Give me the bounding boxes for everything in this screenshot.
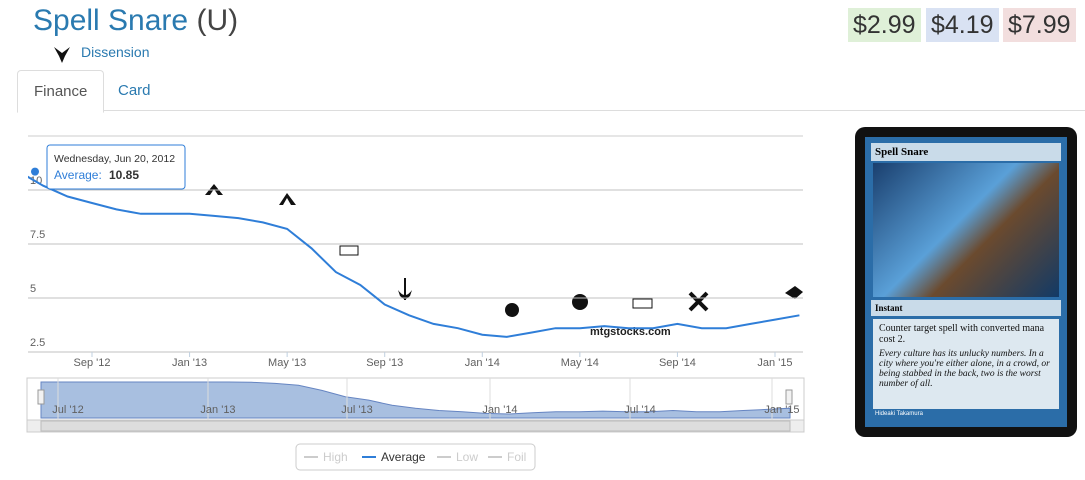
price: $2.99 bbox=[848, 8, 921, 42]
y-tick-label: 5 bbox=[30, 283, 36, 295]
legend-box bbox=[295, 443, 536, 471]
x-tick-label: Jan '15 bbox=[757, 357, 792, 369]
price: $7.99 bbox=[1003, 8, 1076, 42]
card-rules: Counter target spell with converted mana… bbox=[879, 323, 1045, 345]
tooltip: Wednesday, Jun 20, 2012 Average: 10.85 bbox=[46, 144, 186, 190]
legend-item[interactable]: High bbox=[323, 450, 348, 464]
navigator-label: Jul '14 bbox=[624, 404, 655, 416]
tab[interactable]: Card bbox=[118, 82, 151, 99]
navigator-label: Jan '15 bbox=[764, 404, 799, 416]
legend-item[interactable]: Foil bbox=[507, 450, 526, 464]
navigator-label: Jan '13 bbox=[200, 404, 235, 416]
tooltip-value: 10.85 bbox=[109, 168, 139, 182]
tab-rule bbox=[17, 110, 1085, 111]
tab-active[interactable]: Finance bbox=[17, 70, 105, 113]
y-tick-label: 7.5 bbox=[30, 229, 45, 241]
navigator-area bbox=[40, 381, 791, 419]
card-title[interactable]: Spell Snare bbox=[33, 4, 189, 37]
title-row: Spell Snare (U) bbox=[33, 4, 238, 38]
tooltip-box bbox=[46, 144, 186, 190]
x-tick-label: Sep '14 bbox=[659, 357, 696, 369]
x-tick-label: Jan '14 bbox=[465, 357, 500, 369]
card-name: Spell Snare bbox=[871, 143, 1061, 161]
navigator-label: Jul '12 bbox=[52, 404, 83, 416]
x-tick-label: May '14 bbox=[561, 357, 599, 369]
x-tick-label: Sep '12 bbox=[74, 357, 111, 369]
rarity: (U) bbox=[196, 4, 239, 37]
legend-item[interactable]: Low bbox=[456, 450, 478, 464]
set-link[interactable]: Dissension bbox=[81, 44, 150, 60]
card-textbox: Counter target spell with converted mana… bbox=[873, 319, 1059, 409]
y-tick-label: 2.5 bbox=[30, 337, 45, 349]
card-image: Spell Snare Instant Counter target spell… bbox=[855, 127, 1077, 437]
navigator-handle[interactable] bbox=[37, 389, 45, 405]
card-frame: Spell Snare Instant Counter target spell… bbox=[865, 137, 1067, 427]
price-line bbox=[28, 175, 800, 338]
card-type: Instant bbox=[871, 300, 1061, 316]
navigator-handle[interactable] bbox=[785, 389, 793, 405]
x-tick-label: May '13 bbox=[268, 357, 306, 369]
card-flavor: Every culture has its unlucky numbers. I… bbox=[879, 349, 1050, 389]
card-artist: Hideaki Takamura bbox=[875, 411, 923, 417]
hover-point bbox=[31, 167, 39, 176]
tooltip-date: Wednesday, Jun 20, 2012 bbox=[54, 153, 175, 165]
price: $4.19 bbox=[926, 8, 999, 42]
x-tick-label: Sep '13 bbox=[366, 357, 403, 369]
tooltip-label: Average: bbox=[54, 168, 102, 182]
set-symbols bbox=[205, 184, 803, 317]
navigator-label: Jan '14 bbox=[482, 404, 517, 416]
x-tick-label: Jan '13 bbox=[172, 357, 207, 369]
scrollbar-thumb[interactable] bbox=[40, 420, 791, 432]
navigator-label: Jul '13 bbox=[341, 404, 372, 416]
legend-item[interactable]: Average bbox=[381, 450, 426, 464]
card-art bbox=[873, 163, 1059, 297]
set-icon bbox=[54, 47, 70, 63]
